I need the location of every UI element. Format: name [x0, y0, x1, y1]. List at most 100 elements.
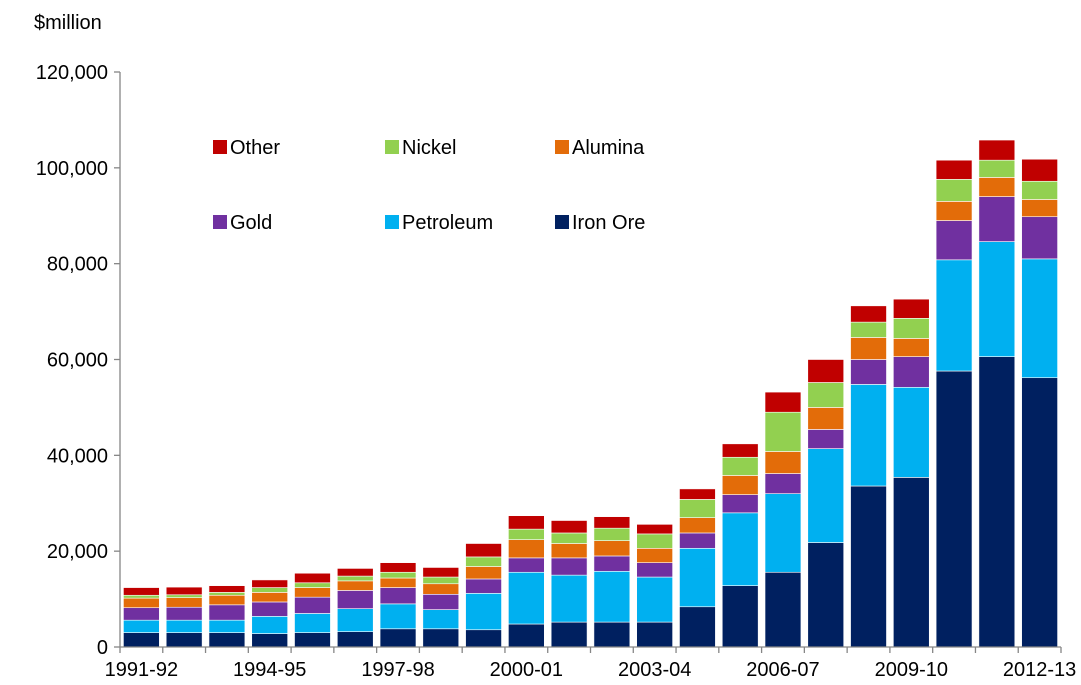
- bar-segment-nickel: [721, 456, 759, 476]
- bar-segment-petroleum: [850, 384, 887, 487]
- bar-segment-nickel: [807, 382, 845, 408]
- bar-segment-petroleum: [251, 616, 288, 634]
- bar-segment-iron-ore: [893, 477, 930, 648]
- bar-segment-alumina: [764, 451, 802, 474]
- bar-segment-nickel: [636, 533, 673, 549]
- bar-segment-gold: [422, 593, 460, 610]
- legend-label: Iron Ore: [572, 212, 645, 234]
- x-tick-label: 2009-10: [875, 659, 948, 681]
- bar-segment-gold: [336, 590, 374, 609]
- bar-segment-gold: [508, 557, 545, 573]
- bar-stack-2002-03: [593, 516, 631, 648]
- bar-segment-other: [336, 568, 374, 577]
- bar-segment-nickel: [893, 317, 930, 339]
- y-tick-label: 80,000: [47, 254, 108, 276]
- bar-segment-nickel: [208, 592, 246, 596]
- bar-segment-other: [379, 562, 417, 573]
- bar-segment-nickel: [123, 594, 160, 599]
- bar-segment-other: [850, 305, 887, 323]
- bar-segment-gold: [208, 604, 246, 621]
- y-tick-label: 40,000: [47, 445, 108, 467]
- bar-segment-other: [465, 543, 502, 558]
- x-tick-label: 2000-01: [490, 659, 563, 681]
- bar-stack-1999-00: [465, 543, 502, 648]
- bar-segment-iron-ore: [208, 632, 246, 648]
- legend-swatch: [555, 140, 569, 154]
- bar-segment-other: [422, 567, 460, 578]
- bar-stack-2012-13: [1021, 158, 1058, 648]
- bar-stack-2009-10: [893, 298, 930, 648]
- y-tick-label: 60,000: [47, 350, 108, 372]
- bar-segment-other: [764, 391, 802, 413]
- bar-segment-gold: [807, 429, 845, 449]
- bar-segment-alumina: [978, 177, 1016, 197]
- bar-segment-petroleum: [294, 613, 331, 633]
- bar-segment-nickel: [935, 179, 973, 202]
- bar-segment-petroleum: [893, 386, 930, 478]
- x-tick-label: 1994-95: [233, 659, 306, 681]
- bar-segment-gold: [593, 555, 631, 572]
- bar-stack-2001-02: [550, 520, 588, 648]
- bar-segment-iron-ore: [1021, 377, 1058, 648]
- bar-stack-2010-11: [935, 159, 973, 648]
- bar-segment-gold: [636, 562, 673, 578]
- bar-segment-petroleum: [508, 571, 545, 625]
- bar-segment-other: [550, 520, 588, 534]
- legend-item-petroleum: Petroleum: [385, 212, 493, 234]
- bar-segment-alumina: [850, 337, 887, 360]
- bar-segment-iron-ore: [165, 632, 203, 648]
- bar-segment-nickel: [465, 556, 502, 567]
- axes-layer: 0 20,000 40,000 60,000 80,000 100,000 120,000 1…: [36, 62, 1077, 681]
- bar-segment-petroleum: [422, 609, 460, 630]
- bar-segment-gold: [550, 557, 588, 576]
- bar-segment-nickel: [679, 499, 716, 518]
- legend-label: Other: [230, 137, 280, 159]
- bar-stack-2006-07: [764, 391, 802, 648]
- bar-segment-alumina: [893, 338, 930, 357]
- bar-segment-iron-ore: [422, 628, 460, 648]
- bar-segment-other: [636, 524, 673, 535]
- legend-label: Gold: [230, 212, 272, 234]
- bar-segment-nickel: [550, 532, 588, 544]
- legend-item-gold: Gold: [213, 212, 272, 234]
- bar-segment-gold: [721, 494, 759, 514]
- legend-label: Petroleum: [402, 212, 493, 234]
- bar-segment-iron-ore: [593, 621, 631, 648]
- bar-segment-iron-ore: [679, 606, 716, 648]
- bar-stack-1997-98: [379, 562, 417, 648]
- y-axis-unit-label: $million: [34, 12, 102, 34]
- bar-segment-petroleum: [336, 608, 374, 632]
- bar-stack-2011-12: [978, 139, 1016, 648]
- bar-segment-petroleum: [679, 547, 716, 608]
- legend-swatch: [385, 140, 399, 154]
- bar-segment-gold: [251, 601, 288, 617]
- bar-segment-other: [251, 579, 288, 588]
- bar-segment-iron-ore: [935, 370, 973, 648]
- bar-segment-alumina: [208, 594, 246, 606]
- bar-segment-alumina: [721, 475, 759, 495]
- bar-stack-2003-04: [636, 524, 673, 648]
- bar-segment-iron-ore: [764, 571, 802, 648]
- bar-segment-petroleum: [636, 576, 673, 623]
- bar-segment-petroleum: [165, 619, 203, 633]
- bar-segment-iron-ore: [123, 632, 160, 648]
- bar-segment-alumina: [593, 540, 631, 557]
- bar-segment-iron-ore: [379, 628, 417, 648]
- x-tick-label: 1991-92: [105, 659, 178, 681]
- bar-stack-2005-06: [721, 443, 759, 648]
- legend-item-nickel: Nickel: [385, 137, 456, 159]
- bar-segment-gold: [123, 607, 160, 621]
- x-tick-label: 2012-13: [1003, 659, 1076, 681]
- legend-item-iron-ore: Iron Ore: [555, 212, 645, 234]
- bar-segment-nickel: [978, 159, 1016, 178]
- bar-segment-other: [1021, 158, 1058, 182]
- legend-label: Nickel: [402, 137, 456, 159]
- bar-segment-nickel: [1021, 180, 1058, 200]
- bar-segment-iron-ore: [978, 356, 1016, 648]
- bar-stack-2004-05: [679, 488, 716, 648]
- legend-item-other: Other: [213, 137, 280, 159]
- bar-segment-gold: [679, 532, 716, 549]
- bar-segment-other: [807, 359, 845, 383]
- bar-segment-petroleum: [807, 448, 845, 543]
